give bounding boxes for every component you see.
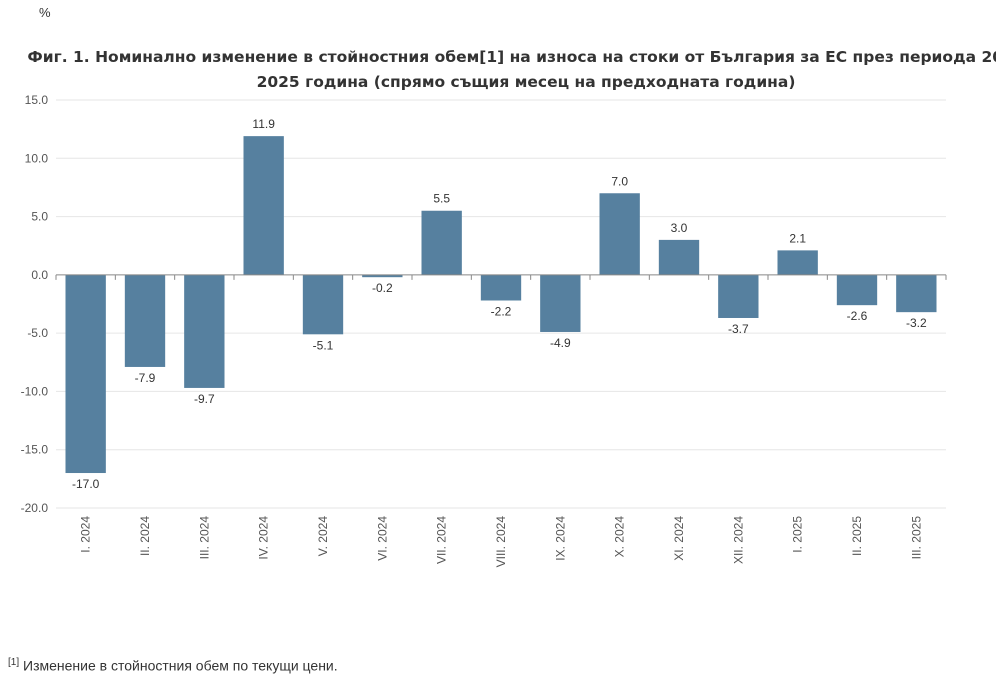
data-label: -0.2 (372, 281, 393, 295)
x-tick-label: IV. 2024 (257, 516, 271, 560)
data-label: -17.0 (72, 477, 100, 491)
footnote-marker: [1] (8, 657, 20, 668)
x-tick-label: I. 2024 (79, 516, 93, 553)
bar-chart: % Фиг. 1. Номинално изменение в стойност… (21, 5, 996, 568)
y-axis-ticks: 15.0 10.0 5.0 0.0 -5.0 -10.0 -15.0 -20.0 (21, 93, 49, 515)
x-tick-label: XI. 2024 (672, 516, 686, 561)
data-label: -3.2 (906, 316, 927, 330)
bar (599, 193, 640, 275)
x-tick-label: IX. 2024 (553, 516, 567, 561)
y-tick-label: -10.0 (21, 384, 49, 398)
y-tick-label: -20.0 (21, 501, 49, 515)
y-tick-label: -5.0 (27, 326, 48, 340)
bar (362, 274, 403, 278)
chart-title-line-1: Фиг. 1. Номинално изменение в стойностни… (27, 48, 996, 66)
bar (124, 274, 166, 367)
x-axis-ticks: I. 2024 II. 2024 III. 2024 IV. 2024 V. 2024 V… (55, 274, 947, 568)
y-axis-unit: % (39, 5, 51, 20)
data-label: -4.9 (550, 336, 571, 350)
data-label: 3.0 (671, 221, 688, 235)
y-tick-label: 15.0 (25, 93, 49, 107)
x-tick-label: III. 2024 (197, 516, 211, 560)
bars (65, 136, 937, 474)
data-label: -7.9 (135, 371, 156, 385)
x-tick-label: II. 2024 (138, 516, 152, 556)
data-label: 5.5 (433, 192, 450, 206)
data-label: -9.7 (194, 392, 215, 406)
x-tick-label: V. 2024 (316, 516, 330, 557)
footnote: [1] Изменение в стойностния обем по теку… (8, 657, 338, 674)
x-tick-label: II. 2025 (850, 516, 864, 556)
data-label: -2.6 (847, 309, 868, 323)
data-label: -5.1 (313, 338, 334, 352)
data-label: -2.2 (491, 305, 512, 319)
data-labels: -17.0 -7.9 -9.7 11.9 -5.1 -0.2 5.5 -2.2 -4.9 7.0 3… (72, 117, 927, 491)
x-tick-label: III. 2025 (909, 516, 923, 560)
bar (836, 274, 878, 306)
bar (480, 274, 522, 301)
bar (302, 274, 344, 335)
data-label: 11.9 (252, 117, 275, 131)
bar (243, 136, 284, 275)
chart-title-line-2: 2025 година (спрямо същия месец на предх… (257, 73, 796, 91)
y-tick-label: 10.0 (25, 151, 49, 165)
y-tick-label: -15.0 (21, 443, 49, 457)
bar (421, 210, 462, 275)
data-label: 7.0 (611, 174, 628, 188)
bar (658, 239, 700, 275)
bar (540, 274, 581, 332)
x-tick-label: VII. 2024 (435, 516, 449, 564)
y-tick-label: 5.0 (31, 210, 48, 224)
bar (896, 274, 937, 313)
footnote-text: Изменение в стойностния обем по текущи ц… (19, 657, 338, 674)
bar (777, 250, 818, 275)
bar (184, 274, 225, 388)
x-tick-label: XII. 2024 (731, 516, 745, 564)
data-label: 2.1 (789, 231, 806, 245)
x-tick-label: I. 2025 (791, 516, 805, 553)
x-tick-label: VIII. 2024 (494, 516, 508, 568)
data-label: -3.7 (728, 322, 749, 336)
x-tick-label: X. 2024 (613, 516, 627, 558)
y-tick-label: 0.0 (31, 268, 48, 282)
bar (65, 274, 106, 474)
bar (718, 274, 759, 318)
x-tick-label: VI. 2024 (375, 516, 389, 561)
